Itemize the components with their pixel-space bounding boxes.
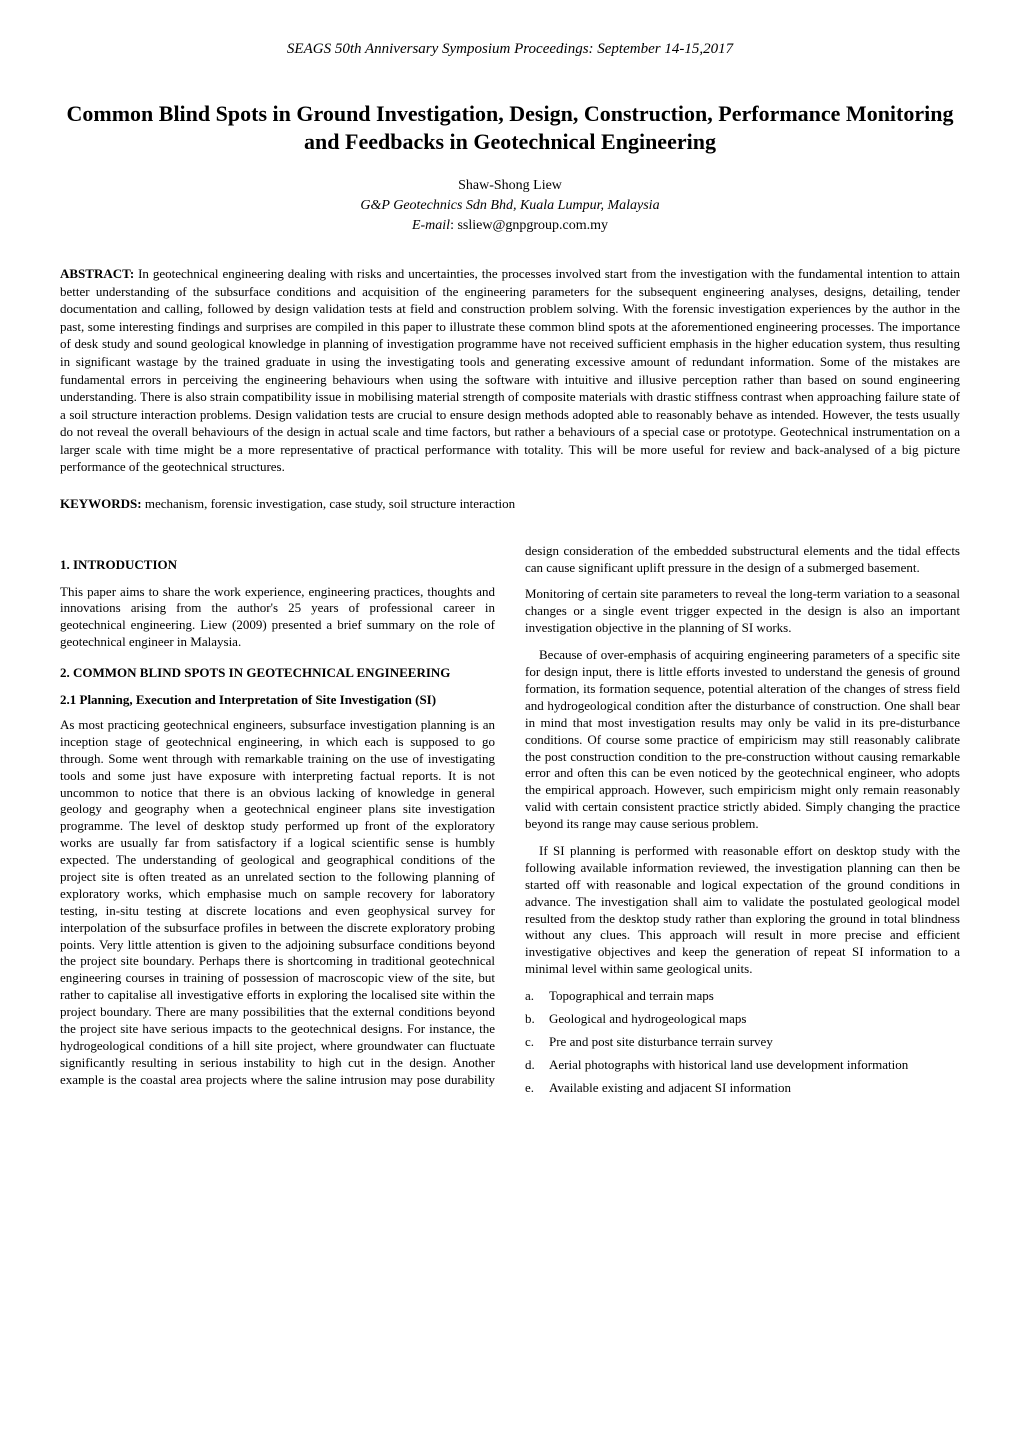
paper-title: Common Blind Spots in Ground Investigati… bbox=[60, 100, 960, 157]
section-2-heading: 2. COMMON BLIND SPOTS IN GEOTECHNICAL EN… bbox=[60, 665, 495, 682]
list-letter: b. bbox=[525, 1011, 549, 1028]
list-letter: d. bbox=[525, 1057, 549, 1074]
author-email: E-mail: ssliew@gnpgroup.com.my bbox=[60, 217, 960, 235]
email-value: : ssliew@gnpgroup.com.my bbox=[450, 218, 608, 233]
keywords-label: KEYWORDS: bbox=[60, 496, 142, 511]
abstract-block: ABSTRACT: In geotechnical engineering de… bbox=[60, 265, 960, 476]
s2-paragraph-4: If SI planning is performed with reasona… bbox=[525, 843, 960, 978]
abstract-label: ABSTRACT: bbox=[60, 266, 134, 281]
list-item-d: d.Aerial photographs with historical lan… bbox=[525, 1057, 960, 1074]
section-1-heading: 1. INTRODUCTION bbox=[60, 557, 495, 574]
list-text: Aerial photographs with historical land … bbox=[549, 1057, 908, 1072]
email-label: E-mail bbox=[412, 218, 450, 233]
list-text: Available existing and adjacent SI infor… bbox=[549, 1080, 791, 1095]
s2-paragraph-2: Monitoring of certain site parameters to… bbox=[525, 586, 960, 637]
keywords-block: KEYWORDS: mechanism, forensic investigat… bbox=[60, 496, 960, 513]
author-affiliation: G&P Geotechnics Sdn Bhd, Kuala Lumpur, M… bbox=[60, 197, 960, 215]
abstract-text: In geotechnical engineering dealing with… bbox=[60, 266, 960, 474]
list-text: Topographical and terrain maps bbox=[549, 988, 714, 1003]
section-2-1-heading: 2.1 Planning, Execution and Interpretati… bbox=[60, 692, 495, 709]
list-letter: a. bbox=[525, 988, 549, 1005]
intro-paragraph: This paper aims to share the work experi… bbox=[60, 584, 495, 652]
list-item-a: a.Topographical and terrain maps bbox=[525, 988, 960, 1005]
list-item-c: c.Pre and post site disturbance terrain … bbox=[525, 1034, 960, 1051]
list-text: Pre and post site disturbance terrain su… bbox=[549, 1034, 773, 1049]
list-text: Geological and hydrogeological maps bbox=[549, 1011, 746, 1026]
list-letter: c. bbox=[525, 1034, 549, 1051]
list-item-e: e.Available existing and adjacent SI inf… bbox=[525, 1080, 960, 1097]
body-columns: 1. INTRODUCTION This paper aims to share… bbox=[60, 543, 960, 1097]
author-name: Shaw-Shong Liew bbox=[60, 177, 960, 195]
proceedings-header: SEAGS 50th Anniversary Symposium Proceed… bbox=[60, 40, 960, 60]
keywords-text: mechanism, forensic investigation, case … bbox=[142, 496, 516, 511]
list-item-b: b.Geological and hydrogeological maps bbox=[525, 1011, 960, 1028]
list-letter: e. bbox=[525, 1080, 549, 1097]
s2-paragraph-3: Because of over-emphasis of acquiring en… bbox=[525, 647, 960, 833]
